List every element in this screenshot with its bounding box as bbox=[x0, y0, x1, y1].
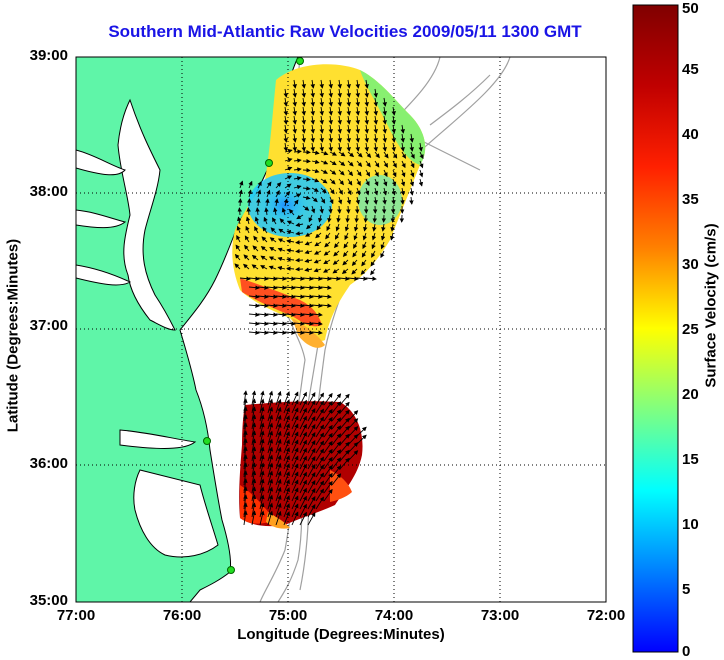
velocity-arrow bbox=[375, 215, 376, 222]
velocity-arrow bbox=[348, 206, 349, 213]
radar-station-marker bbox=[297, 58, 304, 65]
velocity-arrow bbox=[303, 170, 310, 171]
radar-station-marker bbox=[204, 438, 211, 445]
velocity-arrow bbox=[296, 251, 303, 252]
velocity-arrow bbox=[249, 199, 250, 206]
radar-station-marker bbox=[228, 567, 235, 574]
velocity-arrow bbox=[356, 215, 357, 222]
radar-station-marker bbox=[266, 160, 273, 167]
colorbar bbox=[633, 5, 678, 652]
velocity-arrow bbox=[239, 208, 240, 215]
velocity-arrow bbox=[366, 215, 367, 222]
velocity-arrow bbox=[240, 199, 241, 206]
velocity-arrow bbox=[357, 206, 358, 213]
